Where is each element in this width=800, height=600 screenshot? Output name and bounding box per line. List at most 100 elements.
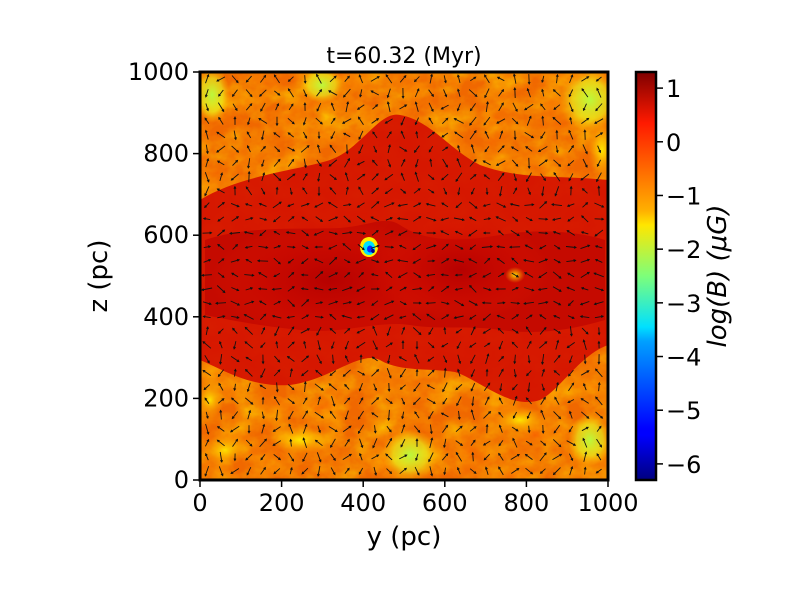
- field-vector: [441, 342, 449, 348]
- field-vector-head: [485, 192, 489, 196]
- field-vector-head: [360, 445, 364, 449]
- field-vector: [443, 75, 447, 83]
- field-vector-head: [568, 94, 572, 98]
- field-vector-head: [515, 163, 519, 167]
- field-vector: [287, 398, 295, 404]
- field-vector-head: [217, 374, 221, 378]
- field-vector: [259, 203, 267, 207]
- field-vector: [455, 452, 463, 462]
- field-vector-head: [401, 416, 405, 420]
- field-vector: [217, 188, 225, 194]
- field-vector-head: [391, 202, 395, 205]
- field-vector-head: [552, 89, 556, 93]
- field-vector: [357, 316, 365, 318]
- field-vector-head: [347, 397, 351, 401]
- y-tick-label: 1000: [128, 58, 189, 86]
- field-vector-head: [218, 93, 221, 97]
- field-vector: [274, 146, 280, 152]
- field-vector-head: [468, 216, 472, 220]
- field-vector: [287, 117, 295, 125]
- field-vector: [582, 188, 588, 194]
- field-vector: [428, 117, 434, 125]
- field-vector-head: [330, 444, 333, 449]
- field-vector-head: [495, 216, 499, 219]
- field-vector-head: [219, 409, 223, 413]
- field-vector: [456, 341, 462, 349]
- field-vector-head: [498, 424, 502, 428]
- field-vector: [567, 399, 575, 403]
- field-vector: [287, 384, 295, 390]
- field-vector: [538, 272, 548, 278]
- field-vector: [245, 356, 253, 362]
- field-vector: [539, 314, 547, 320]
- field-vector: [217, 102, 225, 112]
- field-vector: [594, 287, 604, 291]
- field-vector-head: [235, 243, 239, 247]
- field-vector-head: [500, 368, 504, 372]
- field-vector-head: [248, 409, 252, 413]
- field-vector-head: [397, 259, 401, 262]
- field-vector-head: [543, 178, 546, 182]
- field-vector-head: [585, 202, 589, 205]
- field-vector: [580, 315, 590, 319]
- field-vector: [567, 286, 575, 292]
- field-vector: [513, 173, 517, 181]
- field-vector-head: [302, 122, 306, 126]
- field-vector: [498, 230, 504, 236]
- field-vector-head: [568, 178, 572, 182]
- field-vector: [556, 74, 558, 84]
- field-vector-head: [356, 345, 360, 349]
- field-vector-head: [583, 129, 587, 133]
- field-vector: [455, 287, 463, 291]
- field-vector-head: [569, 185, 573, 189]
- field-vector-head: [287, 204, 291, 207]
- field-vector-head: [445, 243, 449, 247]
- field-vector: [387, 326, 391, 336]
- field-vector-head: [553, 107, 557, 110]
- field-vector: [468, 201, 478, 209]
- field-vector: [302, 424, 308, 434]
- field-vector-head: [440, 106, 444, 110]
- field-vector-head: [335, 272, 339, 275]
- field-vector: [276, 341, 278, 349]
- field-vector-head: [543, 326, 547, 330]
- field-vector-head: [469, 122, 472, 126]
- field-vector-head: [345, 355, 348, 359]
- field-vector: [398, 203, 408, 207]
- field-vector: [539, 244, 547, 250]
- field-vector-head: [376, 244, 380, 248]
- field-vector: [541, 186, 545, 196]
- field-vector-head: [433, 218, 437, 222]
- field-vector-head: [553, 315, 557, 318]
- field-vector-head: [386, 101, 390, 105]
- field-vector: [273, 159, 281, 167]
- field-vector: [401, 411, 405, 419]
- field-vector-head: [202, 217, 207, 221]
- field-vector: [468, 258, 478, 264]
- field-vector: [217, 398, 225, 404]
- field-vector-head: [272, 443, 276, 446]
- field-vector-head: [456, 157, 460, 161]
- field-vector: [498, 102, 504, 112]
- field-vector: [328, 272, 338, 278]
- field-vector: [286, 173, 296, 181]
- field-vector-head: [291, 341, 295, 345]
- field-vector-head: [319, 89, 323, 93]
- field-vector: [484, 396, 490, 406]
- field-vector: [205, 74, 209, 84]
- field-vector-head: [601, 205, 605, 208]
- field-vector: [302, 187, 308, 195]
- field-vector-head: [489, 245, 494, 249]
- field-vector: [541, 369, 545, 377]
- field-vector-head: [289, 438, 293, 442]
- field-vector-head: [306, 328, 311, 331]
- field-vector-head: [260, 375, 263, 379]
- field-vector-head: [306, 355, 310, 359]
- low-field-left: [200, 382, 224, 418]
- field-vector: [456, 396, 462, 406]
- field-vector: [260, 368, 266, 378]
- field-vector: [314, 383, 324, 391]
- field-vector-head: [277, 245, 282, 248]
- field-vector-head: [259, 93, 262, 97]
